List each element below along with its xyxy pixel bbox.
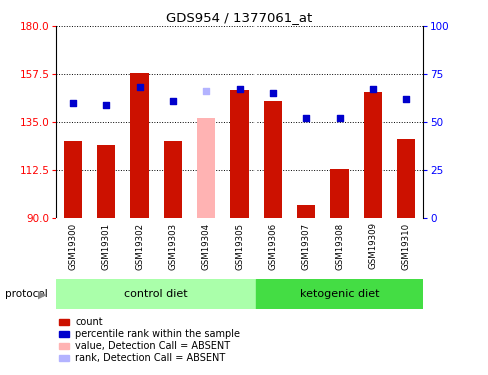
Point [402, 96, 409, 102]
Bar [330, 169, 348, 217]
Text: ketogenic diet: ketogenic diet [299, 290, 379, 299]
Point [335, 115, 343, 121]
Bar [297, 205, 315, 218]
Text: GSM19309: GSM19309 [368, 222, 377, 270]
Bar [256, 279, 422, 309]
Point [135, 84, 143, 90]
Bar [197, 118, 215, 218]
Bar [363, 92, 381, 218]
Point [368, 86, 376, 92]
Text: rank, Detection Call = ABSENT: rank, Detection Call = ABSENT [75, 353, 225, 363]
Point [268, 90, 276, 96]
Point [102, 102, 110, 108]
Text: GSM19310: GSM19310 [401, 222, 410, 270]
Text: count: count [75, 317, 102, 327]
Text: GSM19301: GSM19301 [102, 222, 110, 270]
Title: GDS954 / 1377061_at: GDS954 / 1377061_at [166, 11, 312, 24]
Text: GSM19300: GSM19300 [68, 222, 77, 270]
Bar [230, 90, 248, 218]
Text: GSM19304: GSM19304 [202, 222, 210, 270]
Point [202, 88, 210, 94]
Bar [130, 73, 148, 217]
Point [169, 98, 177, 104]
Text: percentile rank within the sample: percentile rank within the sample [75, 329, 240, 339]
Bar [396, 139, 415, 218]
Text: GSM19302: GSM19302 [135, 222, 144, 270]
Bar [56, 279, 256, 309]
Text: GSM19306: GSM19306 [268, 222, 277, 270]
Bar [163, 141, 182, 218]
Text: control diet: control diet [124, 290, 188, 299]
Text: GSM19308: GSM19308 [334, 222, 344, 270]
Text: ▶: ▶ [38, 290, 47, 299]
Bar [63, 141, 82, 218]
Point [69, 100, 77, 106]
Bar [263, 100, 282, 218]
Point [235, 86, 243, 92]
Text: value, Detection Call = ABSENT: value, Detection Call = ABSENT [75, 341, 230, 351]
Point [302, 115, 309, 121]
Bar [97, 145, 115, 218]
Text: GSM19303: GSM19303 [168, 222, 177, 270]
Text: protocol: protocol [5, 290, 47, 299]
Text: GSM19305: GSM19305 [235, 222, 244, 270]
Text: GSM19307: GSM19307 [301, 222, 310, 270]
